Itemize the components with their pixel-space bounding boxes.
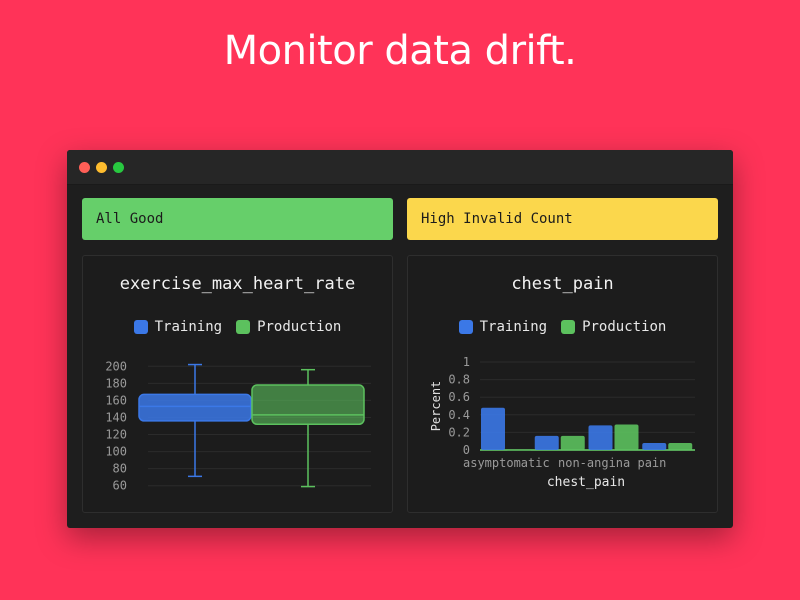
- legend-production-label: Production: [582, 319, 667, 335]
- y-axis-label: Percent: [429, 381, 443, 432]
- bar-chart-title: chest_pain: [511, 274, 614, 294]
- production-swatch: [561, 320, 576, 334]
- training-bar: [642, 442, 667, 450]
- box-plot-title: exercise_max_heart_rate: [119, 274, 356, 294]
- training-swatch: [458, 320, 473, 334]
- close-window-button[interactable]: [79, 162, 90, 173]
- production-bar: [560, 435, 585, 450]
- x-axis-label: chest_pain: [547, 475, 625, 490]
- bar-chart: 1 0.8 0.6 0.4 0.2 0 Percent asymptomatic non-ang…: [429, 355, 695, 490]
- headline: Monitor data drift.: [223, 28, 577, 74]
- x-tick-label: asymptomatic: [463, 456, 550, 470]
- status-banner-all-good: All Good: [82, 198, 393, 240]
- legend-production[interactable]: Production: [236, 319, 341, 335]
- training-bar: [534, 435, 559, 450]
- x-tick-label: non-angina pain: [558, 456, 666, 470]
- y-tick-label: 100: [105, 445, 127, 459]
- y-tick-label: 1: [463, 355, 470, 369]
- y-tick-label: 60: [113, 479, 127, 493]
- y-tick-label: 0.6: [448, 390, 470, 404]
- status-banner-high-invalid-count: High Invalid Count: [407, 198, 718, 240]
- legend-production[interactable]: Production: [561, 319, 666, 335]
- y-tick-label: 0.4: [448, 408, 470, 422]
- training-box: [138, 393, 252, 422]
- training-bar: [588, 425, 613, 450]
- box-plot-legend: Training Production: [83, 319, 392, 335]
- legend-training[interactable]: Training: [458, 319, 548, 335]
- window-titlebar: [67, 150, 733, 185]
- production-box: [251, 384, 365, 426]
- y-tick-label: 140: [105, 410, 127, 424]
- bar-chart-legend: Training Production: [408, 319, 717, 335]
- y-tick-label: 0.8: [448, 373, 470, 387]
- y-tick-label: 0: [463, 443, 470, 457]
- maximize-window-button[interactable]: [113, 162, 124, 173]
- training-swatch: [133, 320, 148, 334]
- y-tick-label: 0.2: [448, 425, 470, 439]
- legend-production-label: Production: [257, 319, 342, 335]
- y-tick-label: 200: [105, 359, 127, 373]
- box-plot-panel: exercise_max_heart_rate Training Product…: [82, 255, 393, 513]
- box-plot-chart: 200 180 160 140 120 100 80 60: [105, 359, 371, 493]
- legend-training-label: Training: [479, 319, 548, 335]
- production-swatch: [236, 320, 251, 334]
- legend-training-label: Training: [154, 319, 223, 335]
- production-bar: [614, 424, 639, 450]
- bar-chart-panel: chest_pain Training Production 1 0.8 0.6 0.…: [407, 255, 718, 513]
- y-tick-label: 180: [105, 376, 127, 390]
- y-tick-label: 160: [105, 393, 127, 407]
- legend-training[interactable]: Training: [133, 319, 223, 335]
- production-bar: [668, 442, 693, 450]
- y-tick-label: 80: [113, 462, 127, 476]
- production-bar: [507, 450, 531, 451]
- minimize-window-button[interactable]: [96, 162, 107, 173]
- training-bar: [481, 407, 505, 450]
- app-window: All Good High Invalid Count exercise_max…: [67, 150, 733, 528]
- y-tick-label: 120: [105, 428, 127, 442]
